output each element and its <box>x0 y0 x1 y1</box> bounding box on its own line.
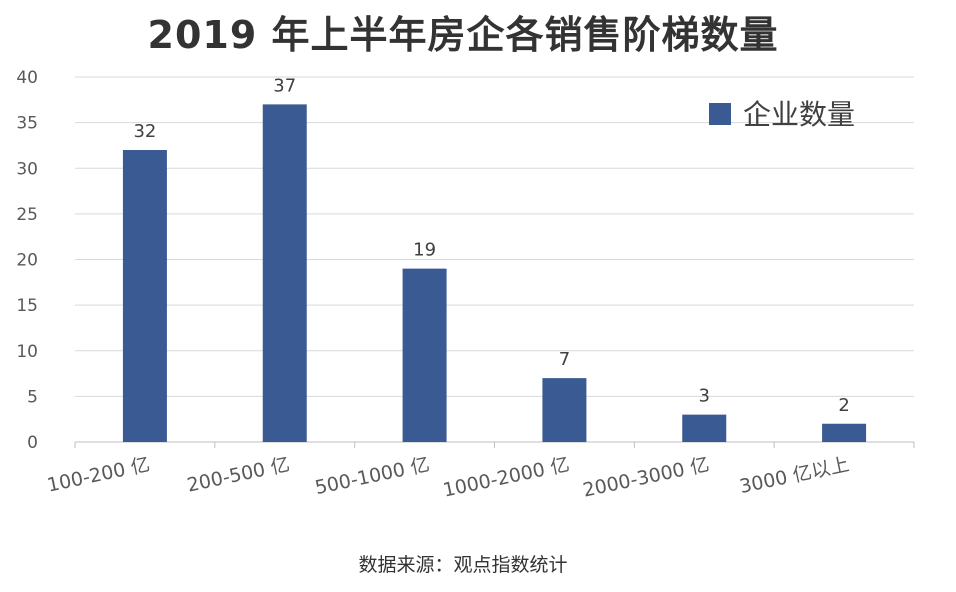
x-tick-label: 1000-2000 亿 <box>441 453 571 501</box>
bar <box>682 414 727 442</box>
chart-title: 2019 年上半年房企各销售阶梯数量 <box>147 13 779 57</box>
legend: 企业数量 <box>709 98 855 131</box>
data-label: 2 <box>838 395 849 416</box>
x-tick-label: 100-200 亿 <box>45 453 152 496</box>
bars <box>122 104 867 442</box>
bar <box>122 150 167 442</box>
legend-label: 企业数量 <box>743 98 855 131</box>
source-note: 数据来源：观点指数统计 <box>358 554 568 576</box>
x-tick-label: 500-1000 亿 <box>313 453 432 499</box>
y-tick-label: 10 <box>16 342 38 362</box>
legend-swatch <box>709 103 731 125</box>
y-tick-label: 40 <box>16 68 38 88</box>
bar <box>402 268 447 442</box>
data-label: 7 <box>559 349 570 370</box>
y-tick-label: 20 <box>16 251 38 271</box>
gridlines <box>74 76 915 448</box>
data-label: 3 <box>699 386 710 407</box>
data-label: 19 <box>413 240 436 261</box>
y-tick-label: 30 <box>16 159 38 179</box>
bar <box>262 104 307 442</box>
x-tick-label: 3000 亿以上 <box>738 453 852 498</box>
x-tick-label: 200-500 亿 <box>185 453 292 496</box>
y-tick-label: 35 <box>16 114 38 134</box>
y-tick-label: 15 <box>16 296 38 316</box>
x-tick-label: 2000-3000 亿 <box>581 453 711 501</box>
y-tick-label: 0 <box>27 433 38 453</box>
bar <box>542 378 587 442</box>
y-tick-label: 5 <box>27 387 38 407</box>
y-tick-label: 25 <box>16 205 38 225</box>
data-label: 32 <box>133 121 156 142</box>
data-label: 37 <box>273 75 296 96</box>
bar <box>822 423 867 442</box>
y-axis-ticks: 0 5 10 15 20 25 30 35 40 <box>16 68 38 453</box>
